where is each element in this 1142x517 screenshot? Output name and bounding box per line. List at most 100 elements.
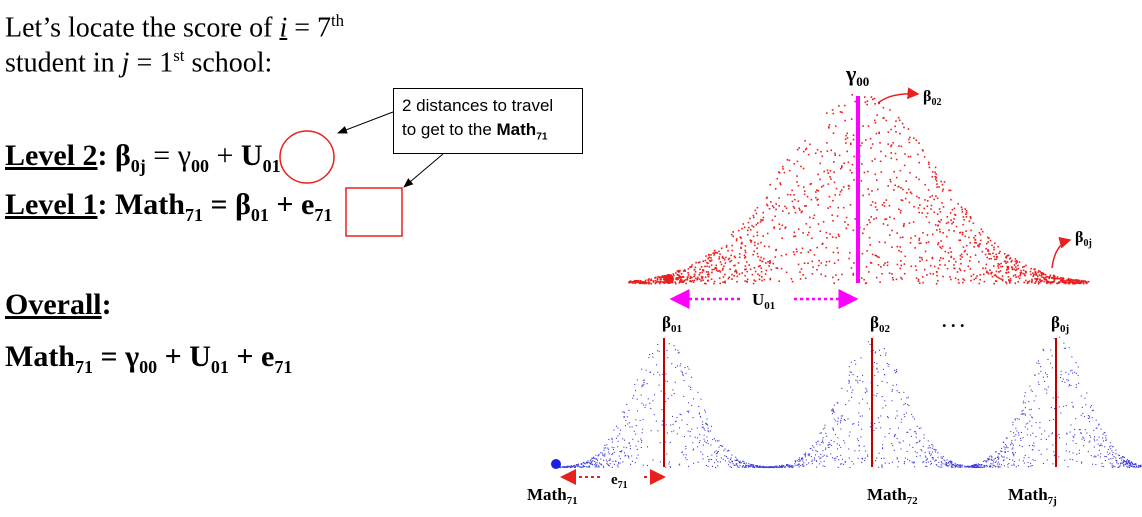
stipple-dot [984,460,986,462]
stipple-dot [892,384,894,386]
stipple-dot [931,462,933,464]
stipple-dot [623,412,625,414]
stipple-dot [825,432,827,434]
stipple-dot [1008,279,1010,281]
stipple-dot [1082,282,1085,285]
stipple-dot [679,276,682,278]
stipple-dot [687,366,689,368]
stipple-dot [884,218,886,221]
stipple-dot [857,440,859,442]
stipple-dot [933,448,935,450]
stipple-dot [901,278,903,280]
stipple-dot [704,429,706,431]
stipple-dot [817,440,819,442]
stipple-dot [617,440,619,442]
stipple-dot [847,418,849,420]
stipple-dot [762,466,764,468]
stipple-dot [1007,276,1010,278]
stipple-dot [822,437,824,439]
stipple-dot [799,271,801,273]
stipple-dot [659,442,661,444]
stipple-dot [848,435,850,437]
stipple-dot [1056,435,1058,437]
stipple-dot [1095,464,1097,466]
stipple-dot [886,224,889,226]
overall-heading: Overall: [5,288,112,322]
stipple-dot [657,430,659,432]
stipple-dot [1056,282,1058,285]
stipple-dot [852,138,855,141]
stipple-dot [867,125,870,127]
stipple-dot [828,127,830,129]
stipple-dot [974,238,977,241]
stipple-dot [878,466,880,468]
stipple-dot [702,453,704,455]
stipple-dot [762,216,765,219]
stipple-dot [831,413,833,415]
stipple-dot [876,114,878,116]
stipple-dot [948,229,950,231]
stipple-dot [998,457,1000,459]
stipple-dot [878,349,880,351]
stipple-dot [864,101,867,104]
stipple-dot [866,250,868,252]
stipple-dot [860,180,863,182]
stipple-dot [887,143,889,145]
stipple-dot [1023,400,1025,402]
stipple-dot [1018,459,1020,461]
stipple-dot [1038,281,1041,284]
stipple-dot [799,209,801,211]
intro-text: = 7 [287,12,332,44]
stipple-dot [1078,280,1080,283]
gamma-subscript: 00 [139,357,158,377]
stipple-dot [951,463,953,465]
stipple-dot [926,274,928,276]
stipple-dot [1094,455,1096,457]
stipple-dot [793,235,795,238]
stipple-dot [982,460,984,462]
stipple-dot [905,180,907,182]
stipple-dot [715,453,717,455]
stipple-dot [889,178,891,181]
stipple-dot [697,391,699,393]
stipple-dot [977,244,979,247]
stipple-dot [915,431,917,433]
stipple-dot [619,458,621,460]
stipple-dot [654,277,656,279]
stipple-dot [1006,255,1008,257]
stipple-dot [769,278,771,281]
stipple-dot [900,448,902,450]
stipple-dot [1101,465,1103,467]
stipple-dot [703,428,705,430]
stipple-dot [1037,281,1040,283]
stipple-dot [791,466,793,468]
stipple-dot [826,435,828,437]
stipple-dot [686,410,688,412]
stipple-dot [1097,443,1099,445]
stipple-dot [775,208,777,211]
stipple-dot [827,172,829,174]
stipple-dot [982,267,984,270]
stipple-dot [669,466,671,468]
stipple-dot [954,462,956,464]
stipple-dot [1024,454,1026,456]
stipple-dot [836,443,838,445]
stipple-dot [704,259,707,262]
stipple-dot [930,208,932,210]
stipple-dot [862,194,864,197]
stipple-dot [1061,278,1064,281]
stipple-dot [793,231,796,234]
stipple-dot [884,462,886,464]
stipple-dot [937,456,939,458]
stipple-dot [906,192,908,194]
stipple-dot [654,282,657,285]
stipple-dot [998,263,1001,266]
stipple-dot [797,263,800,266]
stipple-dot [829,443,831,445]
stipple-dot [647,282,650,284]
stipple-dot [747,465,749,467]
stipple-dot [897,185,899,188]
stipple-dot [917,153,919,156]
stipple-dot [1052,274,1055,277]
stipple-dot [798,147,801,149]
